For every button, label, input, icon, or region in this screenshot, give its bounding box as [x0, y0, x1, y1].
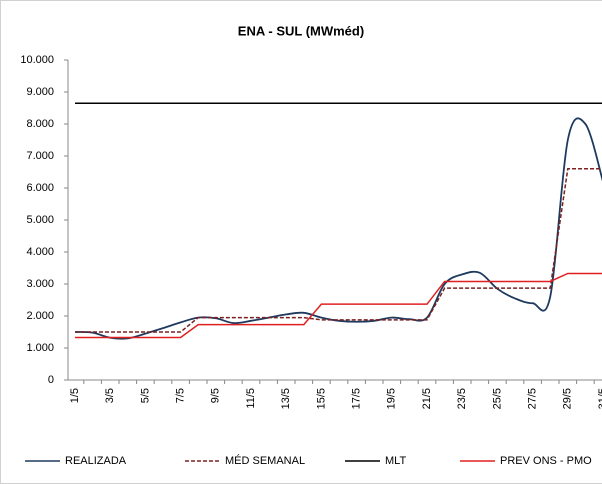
- y-tick-label: 10.000: [20, 54, 54, 66]
- y-tick-label: 8.000: [26, 118, 54, 130]
- x-tick-label: 1/5: [69, 388, 81, 403]
- x-tick-label: 9/5: [210, 388, 222, 403]
- y-tick-label: 7.000: [26, 150, 54, 162]
- series-line: [75, 168, 602, 333]
- series-line: [74, 117, 602, 340]
- y-tick-label: 6.000: [26, 182, 54, 194]
- x-tick-label: 5/5: [139, 388, 151, 403]
- legend-label: MLT: [385, 455, 406, 467]
- x-tick-label: 7/5: [175, 388, 187, 403]
- x-tick-label: 13/5: [280, 388, 292, 409]
- y-tick-label: 0: [48, 374, 54, 386]
- x-tick-label: 23/5: [456, 388, 468, 409]
- legend-label: REALIZADA: [65, 455, 127, 467]
- x-tick-label: 21/5: [421, 388, 433, 409]
- x-tick-label: 25/5: [491, 388, 503, 409]
- legend-label: MÉD SEMANAL: [225, 454, 305, 467]
- x-tick-label: 15/5: [315, 388, 327, 409]
- series-line: [75, 272, 602, 339]
- y-tick-label: 9.000: [26, 86, 54, 98]
- x-tick-label: 29/5: [562, 388, 574, 409]
- chart-title: ENA - SUL (MWméd): [238, 23, 364, 38]
- x-tick-label: 3/5: [104, 388, 116, 403]
- x-tick-label: 17/5: [351, 388, 363, 409]
- y-tick-label: 5.000: [26, 214, 54, 226]
- x-tick-label: 27/5: [527, 388, 539, 409]
- y-tick-label: 1.000: [26, 342, 54, 354]
- x-tick-label: 11/5: [245, 388, 257, 409]
- x-tick-label: 31/5: [597, 388, 602, 409]
- legend-label: PREV ONS - PMO: [500, 455, 592, 467]
- y-tick-label: 4.000: [26, 246, 54, 258]
- y-tick-label: 3.000: [26, 278, 54, 290]
- x-tick-label: 19/5: [386, 388, 398, 409]
- y-tick-label: 2.000: [26, 310, 54, 322]
